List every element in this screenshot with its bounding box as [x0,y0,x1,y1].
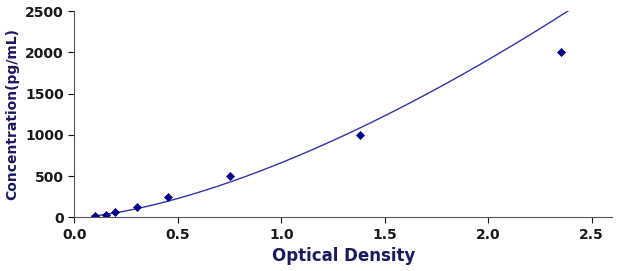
Y-axis label: Concentration(pg/mL): Concentration(pg/mL) [6,28,20,200]
X-axis label: Optical Density: Optical Density [272,247,415,265]
